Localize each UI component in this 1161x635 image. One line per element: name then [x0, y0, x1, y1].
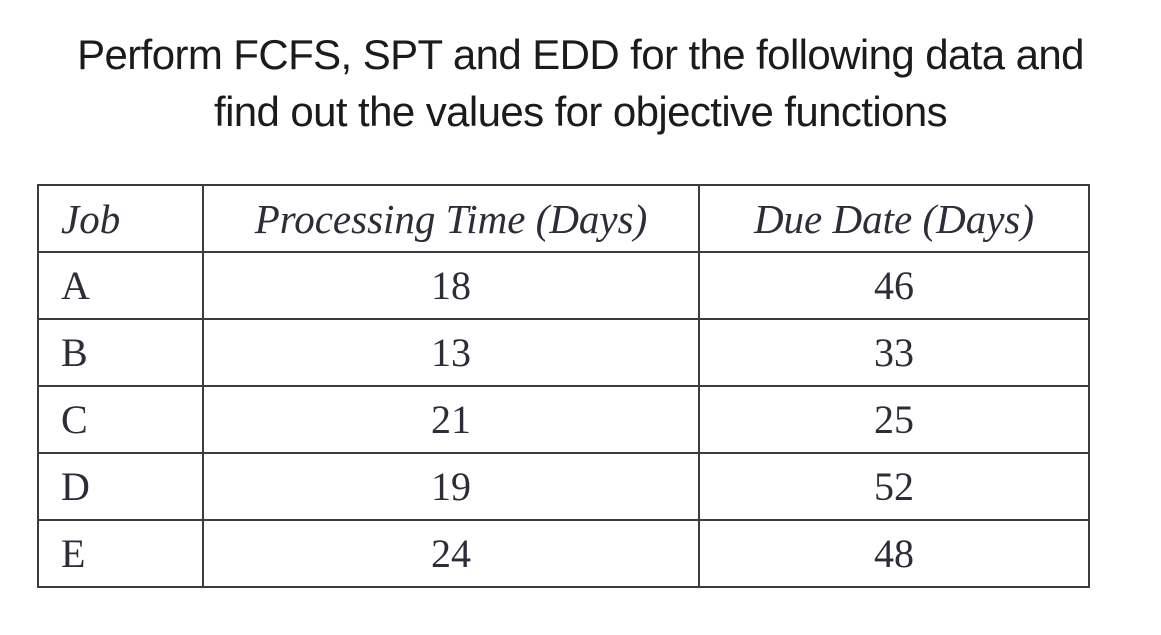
cell-due-date: 52 [698, 452, 1090, 521]
cell-job: D [37, 452, 204, 521]
table-header-row: Job Processing Time (Days) Due Date (Day… [37, 184, 1090, 253]
title-line-2: find out the values for objective functi… [214, 88, 948, 135]
table-row: A 18 46 [37, 251, 1090, 320]
cell-due-date: 48 [698, 519, 1090, 588]
cell-job: A [37, 251, 204, 320]
jobs-table: Job Processing Time (Days) Due Date (Day… [37, 184, 1090, 588]
cell-job: B [37, 318, 204, 387]
table-row: B 13 33 [37, 318, 1090, 387]
cell-due-date: 33 [698, 318, 1090, 387]
cell-due-date: 25 [698, 385, 1090, 454]
table-row: C 21 25 [37, 385, 1090, 454]
cell-processing-time: 21 [202, 385, 700, 454]
cell-job: E [37, 519, 204, 588]
table-row: D 19 52 [37, 452, 1090, 521]
column-header-job: Job [37, 184, 204, 253]
page-title: Perform FCFS, SPT and EDD for the follow… [0, 0, 1161, 140]
cell-job: C [37, 385, 204, 454]
table-row: E 24 48 [37, 519, 1090, 588]
title-line-1: Perform FCFS, SPT and EDD for the follow… [77, 31, 1084, 78]
cell-processing-time: 13 [202, 318, 700, 387]
cell-processing-time: 19 [202, 452, 700, 521]
cell-processing-time: 18 [202, 251, 700, 320]
column-header-processing-time: Processing Time (Days) [202, 184, 700, 253]
cell-processing-time: 24 [202, 519, 700, 588]
cell-due-date: 46 [698, 251, 1090, 320]
column-header-due-date: Due Date (Days) [698, 184, 1090, 253]
